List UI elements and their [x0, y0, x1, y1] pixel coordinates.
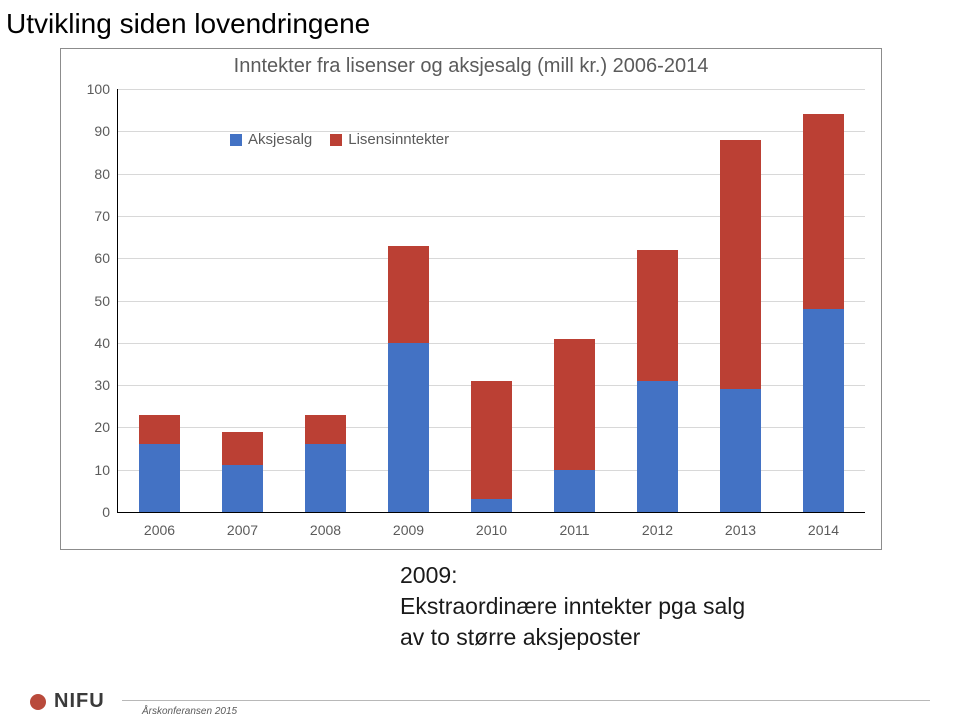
bar-segment	[222, 432, 263, 466]
bar-group	[720, 89, 761, 512]
y-tick-label: 90	[78, 123, 110, 139]
bar-segment	[554, 339, 595, 470]
bar-segment	[720, 389, 761, 512]
y-tick-label: 80	[78, 166, 110, 182]
bar-segment	[222, 465, 263, 512]
bar-segment	[471, 499, 512, 512]
y-tick-label: 40	[78, 335, 110, 351]
bar-segment	[388, 246, 429, 343]
slide-title: Utvikling siden lovendringene	[6, 8, 370, 40]
y-tick-label: 30	[78, 377, 110, 393]
y-tick-label: 100	[78, 81, 110, 97]
bar-group	[803, 89, 844, 512]
footer-rule	[122, 700, 930, 701]
bar-segment	[305, 444, 346, 512]
x-tick-label: 2010	[476, 522, 507, 538]
x-tick-label: 2011	[559, 522, 589, 538]
x-tick-label: 2009	[393, 522, 424, 538]
bar-segment	[471, 381, 512, 499]
x-tick-label: 2006	[144, 522, 175, 538]
y-tick-label: 10	[78, 462, 110, 478]
annotation-text: 2009: Ekstraordinære inntekter pga salg …	[400, 560, 745, 653]
plot-area: AksjesalgLisensinntekter 010203040506070…	[117, 89, 865, 513]
bar-segment	[720, 140, 761, 390]
chart-legend: AksjesalgLisensinntekter	[230, 131, 467, 149]
chart-title: Inntekter fra lisenser og aksjesalg (mil…	[61, 55, 881, 78]
x-tick-label: 2012	[642, 522, 673, 538]
bar-group	[222, 89, 263, 512]
y-tick-label: 0	[78, 504, 110, 520]
annotation-line-3: av to større aksjeposter	[400, 622, 745, 653]
footer-text: Årskonferansen 2015	[142, 706, 237, 717]
bar-group	[139, 89, 180, 512]
x-tick-label: 2007	[227, 522, 258, 538]
bar-group	[637, 89, 678, 512]
bar-segment	[637, 381, 678, 512]
bar-segment	[139, 415, 180, 445]
bar-segment	[803, 114, 844, 309]
chart-frame: Inntekter fra lisenser og aksjesalg (mil…	[60, 48, 882, 550]
bar-segment	[139, 444, 180, 512]
bar-group	[471, 89, 512, 512]
bar-group	[305, 89, 346, 512]
bar-segment	[305, 415, 346, 445]
annotation-line-2: Ekstraordinære inntekter pga salg	[400, 591, 745, 622]
x-tick-label: 2008	[310, 522, 341, 538]
annotation-line-1: 2009:	[400, 560, 745, 591]
y-tick-label: 20	[78, 419, 110, 435]
bar-segment	[637, 250, 678, 381]
x-tick-label: 2013	[725, 522, 756, 538]
x-tick-label: 2014	[808, 522, 839, 538]
y-tick-label: 60	[78, 250, 110, 266]
y-tick-label: 50	[78, 293, 110, 309]
bar-segment	[388, 343, 429, 512]
bar-segment	[803, 309, 844, 512]
bar-group	[388, 89, 429, 512]
bar-group	[554, 89, 595, 512]
bar-segment	[554, 470, 595, 512]
y-tick-label: 70	[78, 208, 110, 224]
